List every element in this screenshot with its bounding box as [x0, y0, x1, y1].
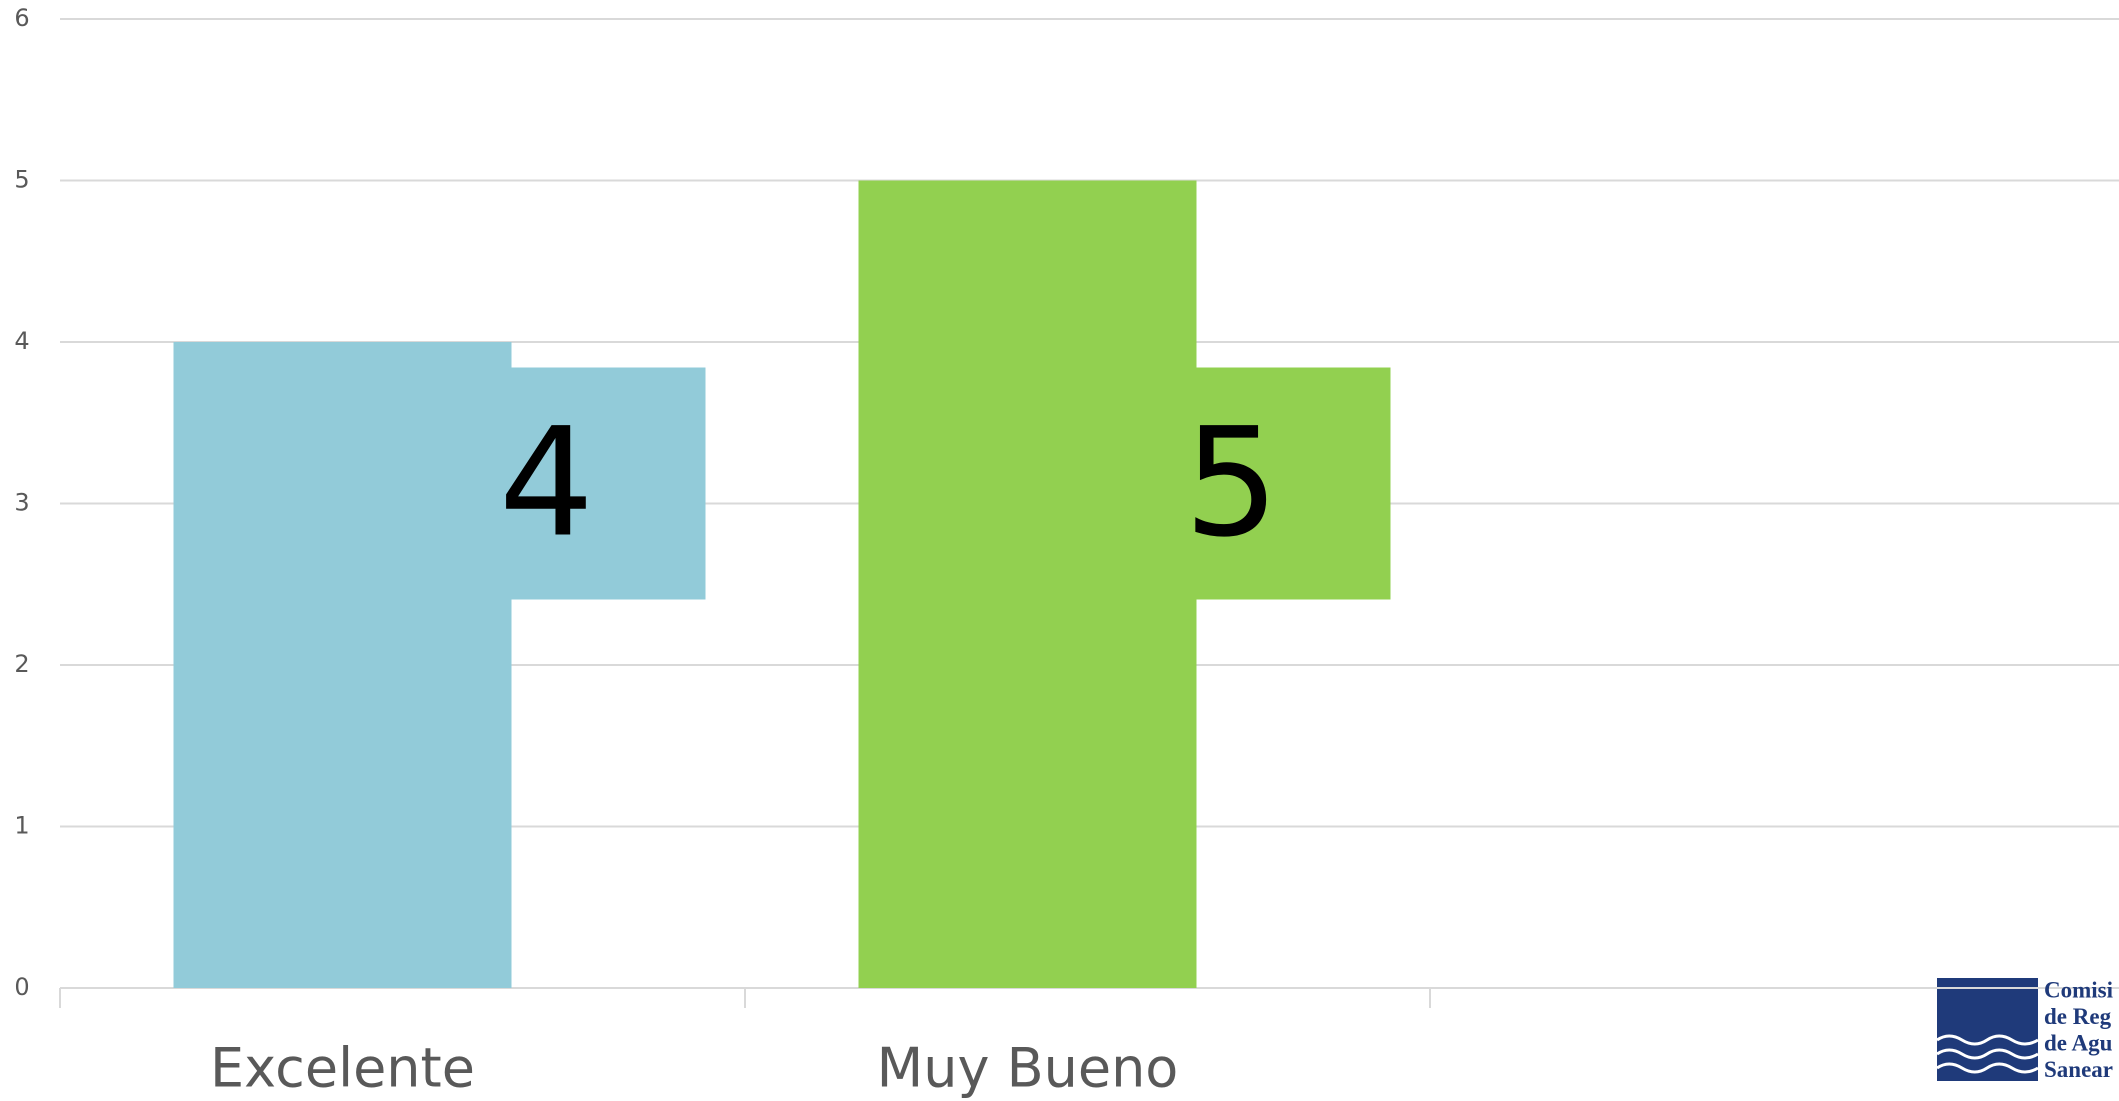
- data-label: 4: [499, 397, 594, 571]
- bar: [173, 342, 512, 988]
- data-label-box: [1195, 367, 1391, 600]
- y-tick-label: 2: [14, 650, 29, 678]
- y-tick-label: 4: [14, 327, 29, 355]
- y-tick-label: 1: [14, 812, 29, 840]
- y-tick-label: 5: [14, 166, 29, 194]
- y-tick-label: 3: [14, 489, 29, 517]
- x-tick-label: Excelente: [210, 1037, 475, 1100]
- logo-text: de Reg: [2044, 1004, 2112, 1029]
- y-tick-label: 0: [14, 973, 29, 1001]
- data-label: 5: [1184, 397, 1279, 571]
- logo-text: Sanear: [2044, 1057, 2113, 1082]
- x-tick-label: Muy Bueno: [877, 1037, 1179, 1100]
- y-tick-label: 6: [14, 4, 29, 32]
- data-label-box: [510, 367, 706, 600]
- bar: [858, 180, 1197, 988]
- logo-text: Comisi: [2044, 977, 2114, 1002]
- logo-waves: [1936, 1034, 2039, 1074]
- logo: [1936, 978, 2039, 1081]
- logo-text: de Agu: [2044, 1030, 2113, 1055]
